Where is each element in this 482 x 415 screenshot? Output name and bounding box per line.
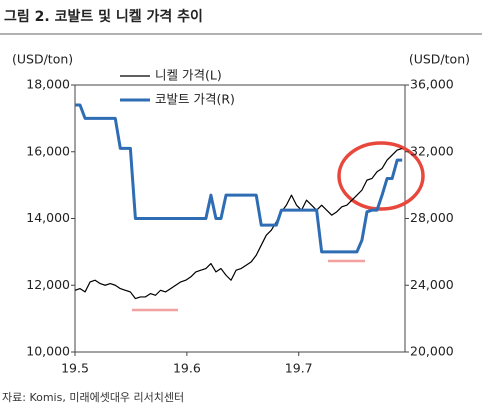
y-tick-label: 18,000	[26, 77, 70, 92]
y2-tick-label: 28,000	[410, 210, 454, 225]
y2-tick-label: 36,000	[410, 77, 454, 92]
y2-tick-label: 20,000	[410, 344, 454, 359]
y-tick-label: 14,000	[26, 210, 70, 225]
y2-axis-label: (USD/ton)	[409, 52, 470, 67]
highlight-circle	[337, 141, 425, 211]
y2-tick-label: 32,000	[410, 143, 454, 158]
y-tick-label: 12,000	[26, 277, 70, 292]
series-line	[74, 147, 403, 300]
y2-tick-label: 24,000	[410, 277, 454, 292]
legend-label: 니켈 가격(L)	[155, 68, 222, 83]
legend-label: 코발트 가격(R)	[155, 92, 235, 107]
source: 자료: Komis, 미래에셋대우 리서치센터	[2, 391, 184, 404]
chart-title: 그림 2. 코발트 및 니켈 가격 추이	[4, 8, 203, 25]
series-line	[75, 103, 403, 254]
plot-frame	[74, 84, 406, 353]
y-tick-label: 16,000	[26, 143, 70, 158]
x-tick-label: 19.6	[173, 361, 201, 376]
x-tick-label: 19.5	[61, 361, 89, 376]
y-tick-label: 10,000	[26, 344, 70, 359]
y-axis-label: (USD/ton)	[12, 52, 73, 67]
x-tick-label: 19.7	[285, 361, 313, 376]
